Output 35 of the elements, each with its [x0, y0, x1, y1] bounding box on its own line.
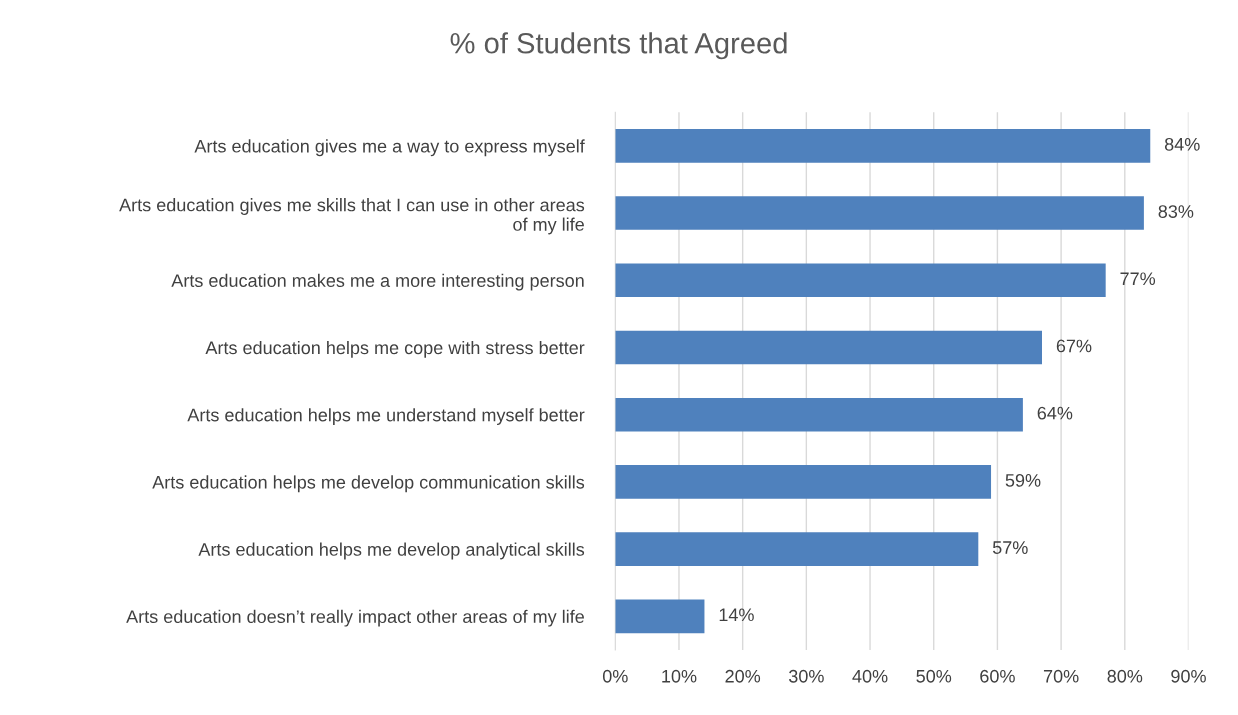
- bar: [615, 599, 705, 634]
- y-tick-label: Arts education doesn’t really impact other areas of my life: [126, 609, 584, 627]
- y-tick-label: Arts education helps me develop analytical skills: [198, 542, 585, 560]
- x-tick-label: 90%: [1171, 669, 1206, 683]
- bar: [615, 532, 979, 566]
- y-tick-label: Arts education makes me a more interesting person: [171, 273, 584, 291]
- data-label: 14%: [719, 608, 754, 622]
- y-tick-label: Arts education helps me understand myself better: [187, 408, 585, 425]
- data-label: 84%: [1164, 137, 1200, 151]
- y-tick-label: Arts education helps me develop communication skills: [152, 475, 585, 493]
- x-tick-label: 50%: [916, 669, 952, 683]
- data-label: 57%: [992, 541, 1028, 554]
- chart-title: % of Students that Agreed: [450, 32, 787, 60]
- y-tick-label: Arts education gives me a way to express myself: [194, 139, 585, 157]
- bar: [615, 330, 1042, 365]
- y-tick-label: Arts education gives me skills that I can use in other areas of my life: [119, 198, 585, 235]
- x-tick-label: 60%: [980, 669, 1015, 683]
- data-label: 59%: [1005, 473, 1041, 487]
- data-label: 83%: [1158, 205, 1194, 218]
- bar: [615, 465, 992, 499]
- x-tick-label: 20%: [725, 669, 761, 683]
- bar: [615, 263, 1106, 298]
- data-label: 64%: [1037, 406, 1073, 420]
- y-tick-label: Arts education helps me cope with stress better: [205, 340, 585, 358]
- bar: [615, 397, 1023, 432]
- x-tick-label: 40%: [852, 669, 888, 683]
- data-label: 67%: [1056, 339, 1092, 353]
- x-tick-label: 80%: [1107, 669, 1143, 683]
- x-tick-label: 0%: [602, 669, 628, 683]
- data-label: 77%: [1120, 272, 1156, 286]
- bar: [615, 196, 1144, 230]
- x-tick-label: 30%: [788, 669, 824, 683]
- x-tick-label: 70%: [1043, 669, 1079, 683]
- x-tick-label: 10%: [662, 669, 697, 683]
- bar: [615, 129, 1151, 163]
